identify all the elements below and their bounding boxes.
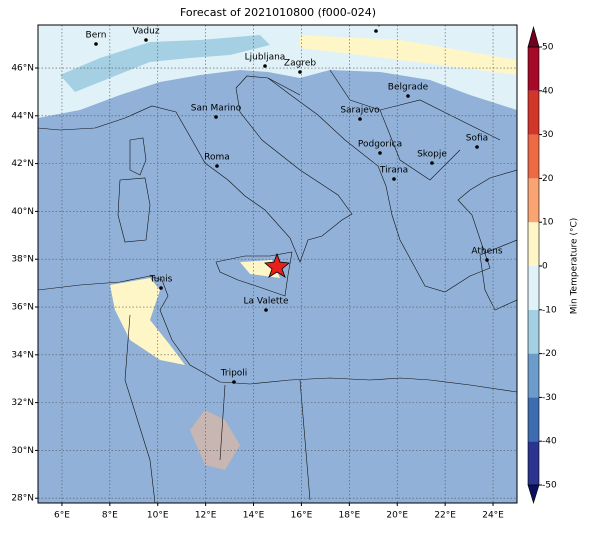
- city-dot: [485, 258, 489, 262]
- city-label: Tirana: [379, 166, 408, 176]
- colorbar-tick-label: -50: [542, 481, 557, 491]
- colorbar-segment: [528, 47, 539, 91]
- y-tick-label: 44°N: [11, 111, 34, 121]
- x-tick-label: 8°E: [102, 511, 118, 521]
- star-marker: [264, 252, 290, 278]
- x-tick-label: 12°E: [195, 511, 217, 521]
- x-tick-label: 6°E: [54, 511, 70, 521]
- city-label: Tunis: [149, 275, 173, 285]
- city-dot: [358, 117, 362, 121]
- city-label: Zagreb: [284, 59, 316, 69]
- city-dot: [475, 145, 479, 149]
- colorbar-tick-label: -30: [542, 393, 557, 403]
- city-dot: [264, 308, 268, 312]
- colorbar-segment: [528, 397, 539, 442]
- colorbar-tick-label: 40: [542, 86, 554, 96]
- city-label: Sarajevo: [340, 106, 380, 116]
- colorbar-segment: [528, 441, 539, 485]
- y-tick-label: 46°N: [11, 64, 34, 74]
- colorbar-tick-label: 10: [542, 218, 554, 228]
- x-tick-label: 14°E: [243, 511, 265, 521]
- city-dot: [406, 94, 410, 98]
- city-dot: [378, 151, 382, 155]
- city-label: Budapest: [355, 18, 398, 28]
- city-label: Vaduz: [132, 27, 159, 37]
- colorbar-segment: [528, 222, 539, 266]
- city-dot: [214, 115, 218, 119]
- colorbar-tick-label: 50: [542, 43, 554, 53]
- colorbar-segment: [528, 266, 539, 310]
- y-tick-label: 38°N: [11, 255, 34, 265]
- city-label: Sofia: [466, 134, 488, 144]
- colorbar-tick-label: -40: [542, 437, 557, 447]
- y-tick-label: 32°N: [11, 398, 34, 408]
- colorbar-segment: [528, 90, 539, 135]
- city-label: Bern: [86, 31, 107, 41]
- map-frame: [37, 24, 518, 504]
- colorbar-extend-max: [527, 25, 540, 48]
- city-dot: [232, 380, 236, 384]
- colder-zone: [60, 35, 270, 92]
- sardinia: [117, 177, 151, 243]
- city-dot: [392, 177, 396, 181]
- colorbar-tick-label: 20: [542, 174, 554, 184]
- warm-strip: [110, 278, 185, 365]
- y-tick-label: 28°N: [11, 494, 34, 504]
- city-label: Tripoli: [220, 369, 248, 379]
- x-tick-label: 20°E: [386, 511, 408, 521]
- shade: [190, 410, 240, 470]
- land-europe: [38, 25, 517, 293]
- x-tick-label: 10°E: [147, 511, 169, 521]
- x-tick-label: 18°E: [339, 511, 361, 521]
- colorbar-segment: [528, 178, 539, 223]
- y-tick-label: 40°N: [11, 207, 34, 217]
- aegean-coast: [479, 239, 517, 311]
- city-dot: [263, 64, 267, 68]
- x-tick-label: 24°E: [482, 511, 504, 521]
- y-tick-label: 34°N: [11, 350, 34, 360]
- city-dot: [215, 164, 219, 168]
- city-label: Skopje: [417, 150, 447, 160]
- colorbar-extend-min: [527, 484, 540, 505]
- warm-zone: [300, 35, 517, 75]
- city-dot: [374, 29, 378, 33]
- city-dot: [144, 38, 148, 42]
- city-dot: [159, 286, 163, 290]
- city-label: San Marino: [191, 104, 242, 114]
- y-tick-label: 30°N: [11, 446, 34, 456]
- colorbar-tick-label: 0: [542, 262, 548, 272]
- colorbar-tick-label: -20: [542, 349, 557, 359]
- colorbar-tick-label: -10: [542, 305, 557, 315]
- land-africa: [38, 275, 517, 503]
- city-label: Belgrade: [388, 83, 429, 93]
- city-dot: [430, 161, 434, 165]
- y-tick-label: 36°N: [11, 303, 34, 313]
- title: Forecast of 2021010800 (f000-024): [180, 6, 376, 19]
- city-label: La Valette: [244, 297, 289, 307]
- city-label: Roma: [204, 153, 230, 163]
- city-dot: [94, 42, 98, 46]
- colorbar-segment: [528, 353, 539, 398]
- city-label: Ljubljana: [245, 53, 286, 63]
- colorbar-label: Min Temperature (°C): [570, 218, 580, 315]
- colorbar-segment: [528, 134, 539, 179]
- sicily: [215, 251, 293, 297]
- y-tick-label: 42°N: [11, 159, 34, 169]
- axes: 6°E 8°E 10°E 12°E 14°E 16°E 18°E 20°E 22°E 24°E 28…: [11, 64, 504, 521]
- city-label: Athens: [471, 247, 502, 257]
- colorbar-tick-label: 30: [542, 130, 554, 140]
- colorbar-segment: [528, 309, 539, 354]
- x-tick-label: 16°E: [291, 511, 313, 521]
- corsica: [129, 137, 147, 176]
- grid: [38, 25, 517, 503]
- city-label: Podgorica: [358, 140, 402, 150]
- colorbar: -50 -40 -30 -20 -10 0 10 20 30 40 50: [527, 25, 557, 505]
- city-dot: [298, 70, 302, 74]
- x-tick-label: 22°E: [434, 511, 456, 521]
